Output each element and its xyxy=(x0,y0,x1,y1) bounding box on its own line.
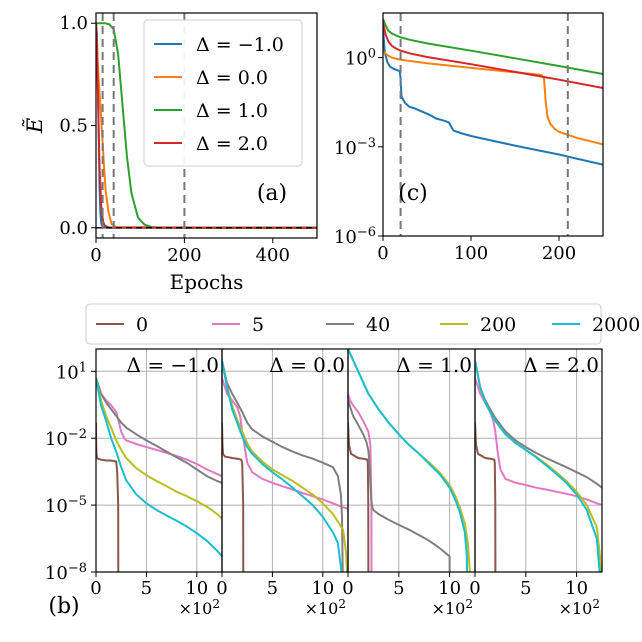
ylabel-a: Ẽ xyxy=(23,118,47,134)
panel-label-b: (b) xyxy=(48,594,79,619)
series-b0-line-3 xyxy=(96,377,222,520)
ytick-label-b: 10−2 xyxy=(45,427,87,450)
legend-label-b: 200 xyxy=(480,314,516,336)
xtick-label-c: 200 xyxy=(542,243,576,264)
series-b1-line-2 xyxy=(222,360,344,572)
ytick-label-a: 1.0 xyxy=(59,13,88,34)
series-b0-line-2 xyxy=(96,377,222,484)
xtick-label-b: 5 xyxy=(520,578,531,599)
legend-label-b: 5 xyxy=(252,314,264,336)
ytick-label-c: 10−6 xyxy=(334,225,376,248)
xtick-label-b: 0 xyxy=(216,578,227,599)
series-b0-line-4 xyxy=(96,377,222,558)
legend-a xyxy=(143,19,303,167)
xtick-label-c: 0 xyxy=(377,243,388,264)
legend-label-b: 0 xyxy=(136,314,148,336)
series-b1-line-1 xyxy=(222,377,348,510)
ytick-label-b: 10−8 xyxy=(45,561,87,584)
xlabel-a: Epochs xyxy=(170,270,244,294)
series-c-line-2 xyxy=(383,18,603,75)
xtick-label-a: 400 xyxy=(256,245,290,266)
series-b1-line-0 xyxy=(222,422,245,572)
series-b3-line-2 xyxy=(475,360,602,489)
series-b2-line-4 xyxy=(348,349,468,572)
subplot-title-b: Δ = −1.0 xyxy=(127,353,219,377)
frame-c xyxy=(382,12,604,237)
series-b2-line-1 xyxy=(348,393,373,572)
subplot-title-b: Δ = 1.0 xyxy=(396,353,472,377)
x-multiplier-b: ×102 xyxy=(432,597,473,618)
xtick-label-b: 10 xyxy=(311,578,334,599)
subplot-title-b: Δ = 2.0 xyxy=(523,353,599,377)
xtick-label-b: 10 xyxy=(185,578,208,599)
legend-label-b: 2000 xyxy=(592,314,640,336)
legend-label-a: Δ = 1.0 xyxy=(196,100,268,122)
ytick-label-b: 101 xyxy=(56,360,87,383)
series-b3-line-4 xyxy=(475,360,601,572)
xtick-label-c: 100 xyxy=(454,243,488,264)
series-b1-line-3 xyxy=(222,360,348,572)
xtick-label-b: 10 xyxy=(565,578,588,599)
x-multiplier-b: ×102 xyxy=(305,597,346,618)
ytick-label-a: 0.0 xyxy=(59,218,88,239)
panel-label-c: (c) xyxy=(398,181,428,206)
xtick-label-b: 5 xyxy=(393,578,404,599)
series-b3-line-0 xyxy=(475,422,497,572)
ytick-label-c: 10−3 xyxy=(334,136,376,159)
ytick-label-a: 0.5 xyxy=(59,116,88,137)
series-b0-line-1 xyxy=(96,377,222,478)
xtick-label-a: 0 xyxy=(90,245,101,266)
series-c-line-0 xyxy=(383,27,603,166)
legend-label-b: 40 xyxy=(366,314,390,336)
x-multiplier-b: ×102 xyxy=(179,597,220,618)
subplot-title-b: Δ = 0.0 xyxy=(269,353,345,377)
x-multiplier-b: ×102 xyxy=(559,597,600,618)
series-b1-line-4 xyxy=(222,360,343,572)
legend-label-a: Δ = 2.0 xyxy=(196,133,268,155)
xtick-label-b: 10 xyxy=(438,578,461,599)
xtick-label-b: 0 xyxy=(342,578,353,599)
series-b2-line-0 xyxy=(348,422,370,572)
series-c-line-1 xyxy=(383,50,603,146)
xtick-label-b: 0 xyxy=(469,578,480,599)
xtick-label-b: 5 xyxy=(141,578,152,599)
panel-label-a: (a) xyxy=(257,181,287,206)
series-a-line-3 xyxy=(96,23,317,229)
ytick-label-b: 10−5 xyxy=(45,494,87,517)
ytick-label-c: 100 xyxy=(345,47,376,70)
xtick-label-b: 0 xyxy=(90,578,101,599)
series-b2-line-2 xyxy=(348,399,451,572)
xtick-label-b: 5 xyxy=(267,578,278,599)
frame-b xyxy=(474,348,603,573)
xtick-label-a: 200 xyxy=(167,245,201,266)
legend-label-a: Δ = −1.0 xyxy=(196,34,284,56)
legend-label-a: Δ = 0.0 xyxy=(196,67,268,89)
series-b3-line-1 xyxy=(475,377,602,507)
series-c-line-3 xyxy=(383,22,603,89)
